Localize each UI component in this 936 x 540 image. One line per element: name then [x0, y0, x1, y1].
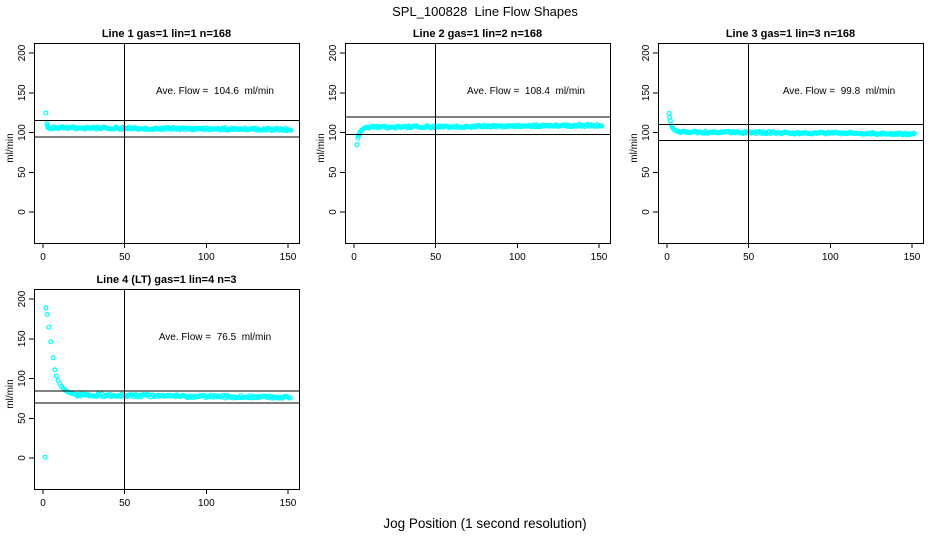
x-tick-label: 0 [40, 252, 46, 263]
data-points [666, 110, 917, 138]
data-points [42, 305, 293, 460]
data-point [53, 373, 59, 379]
y-tick-label: 0 [17, 455, 28, 461]
panel-2-title: Line 2 gas=1 lin=2 n=168 [412, 28, 543, 40]
data-point [911, 130, 917, 136]
panel-1-ave-flow-text: Ave. Flow = 104.6 ml/min [156, 86, 274, 97]
plot-panel-2: 0 50 100 150 0 50 100 150 200 [328, 43, 611, 263]
y-tick-label: 100 [641, 124, 652, 141]
x-tick-label: 150 [591, 252, 608, 263]
x-tick-label: 100 [509, 252, 526, 263]
data-point [599, 123, 605, 129]
x-tick-label: 100 [198, 252, 215, 263]
x-tick-label: 100 [198, 498, 215, 509]
data-points [43, 110, 294, 134]
data-point [355, 135, 361, 141]
y-tick-label: 200 [17, 290, 28, 307]
x-tick-label: 150 [280, 252, 297, 263]
panel-3-title: Line 3 gas=1 lin=3 n=168 [725, 28, 856, 40]
figure-xlabel: Jog Position (1 second resolution) [383, 516, 587, 531]
plot-box [34, 289, 300, 490]
data-point [50, 355, 56, 361]
x-tick-label: 50 [119, 252, 131, 263]
y-tick-label: 200 [641, 44, 652, 61]
x-tick-label: 150 [280, 498, 297, 509]
y-tick-label: 200 [328, 44, 339, 61]
x-tick-label: 0 [664, 252, 670, 263]
y-tick-label: 50 [641, 166, 652, 178]
x-tick-label: 100 [822, 252, 839, 263]
plot-box [658, 43, 924, 244]
data-point [287, 395, 293, 401]
data-point [43, 305, 49, 311]
x-tick-label: 0 [40, 498, 46, 509]
data-points [354, 121, 605, 148]
plot-panel-1: 0 50 100 150 0 50 100 150 200 [17, 43, 300, 263]
x-tick-label: 0 [351, 252, 357, 263]
figure-title: SPL_100828 Line Flow Shapes [392, 4, 578, 19]
panel-2-ave-flow-text: Ave. Flow = 108.4 ml/min [467, 86, 585, 97]
y-tick-label: 50 [17, 412, 28, 424]
data-point [52, 367, 58, 373]
y-tick-label: 150 [328, 84, 339, 101]
plot-box [345, 43, 611, 244]
x-tick-label: 50 [743, 252, 755, 263]
y-tick-label: 200 [17, 44, 28, 61]
x-tick-label: 150 [904, 252, 921, 263]
data-point [46, 324, 52, 330]
plot-panel-3: 0 50 100 150 0 50 100 150 200 [641, 43, 924, 263]
panel-3-ave-flow-text: Ave. Flow = 99.8 ml/min [782, 86, 896, 97]
y-tick-label: 100 [328, 124, 339, 141]
data-point [354, 142, 360, 148]
y-tick-label: 150 [17, 84, 28, 101]
panel-1-title: Line 1 gas=1 lin=1 n=168 [101, 28, 232, 40]
y-tick-label: 100 [17, 370, 28, 387]
data-point [667, 118, 673, 124]
data-point [288, 127, 294, 133]
data-point [48, 339, 54, 345]
x-tick-label: 50 [119, 498, 131, 509]
data-point [666, 110, 672, 116]
y-tick-label: 100 [17, 124, 28, 141]
data-point [43, 110, 49, 116]
y-tick-label: 50 [17, 166, 28, 178]
plot-panel-4: 0 50 100 150 0 50 100 150 200 [17, 289, 300, 509]
data-point [42, 454, 48, 460]
y-tick-label: 50 [328, 166, 339, 178]
x-tick-label: 50 [430, 252, 442, 263]
y-tick-label: 150 [641, 84, 652, 101]
y-tick-label: 150 [17, 330, 28, 347]
plot-box [34, 43, 300, 244]
y-tick-label: 0 [328, 209, 339, 215]
panel-4-title: Line 4 (LT) gas=1 lin=4 n=3 [96, 274, 237, 286]
data-point [44, 312, 50, 318]
panel-4-ave-flow-text: Ave. Flow = 76.5 ml/min [158, 332, 272, 343]
y-tick-label: 0 [641, 209, 652, 215]
y-tick-label: 0 [17, 209, 28, 215]
